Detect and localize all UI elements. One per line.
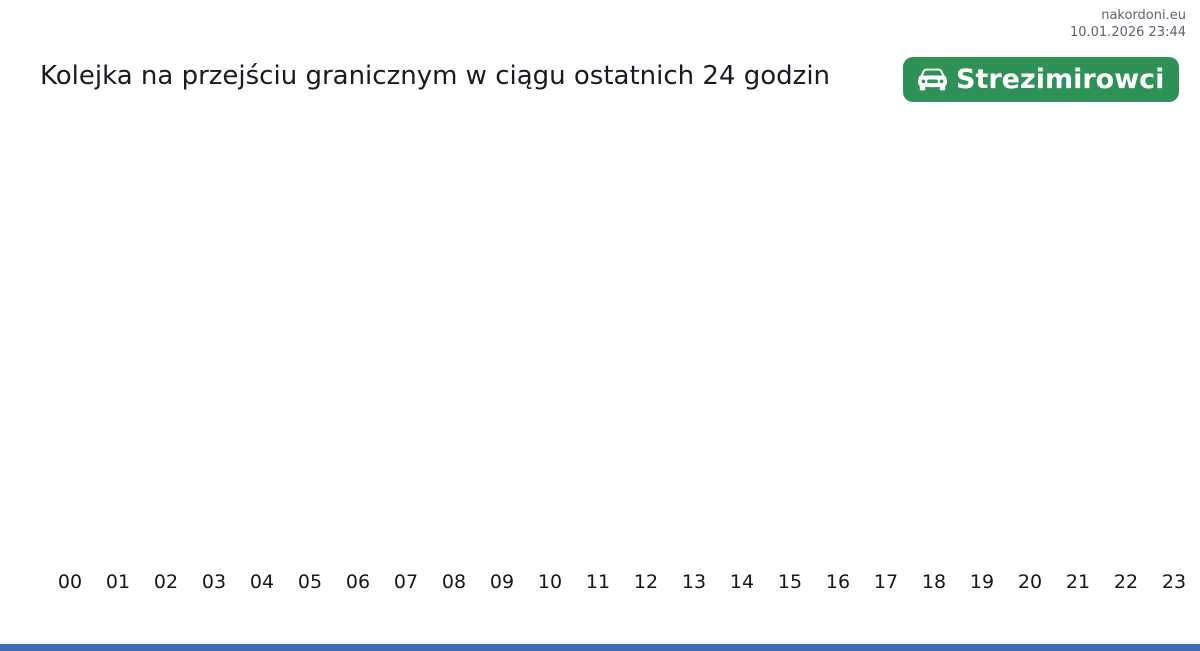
x-tick-label: 23	[1161, 571, 1187, 593]
x-tick-label: 18	[921, 571, 947, 593]
x-tick-label: 05	[297, 571, 323, 593]
x-tick-label: 07	[393, 571, 419, 593]
x-tick-label: 08	[441, 571, 467, 593]
x-tick-label: 09	[489, 571, 515, 593]
source-site: nakordoni.eu	[1101, 8, 1186, 23]
crossing-badge-label: Strezimirowci	[956, 64, 1165, 95]
x-tick-label: 01	[105, 571, 131, 593]
x-tick-label: 19	[969, 571, 995, 593]
x-tick-label: 11	[585, 571, 611, 593]
x-tick-label: 13	[681, 571, 707, 593]
car-front-icon	[918, 65, 947, 94]
x-tick-label: 03	[201, 571, 227, 593]
x-tick-label: 16	[825, 571, 851, 593]
x-tick-label: 04	[249, 571, 275, 593]
x-axis-tick-labels: 00 01 02 03 04 05 06 07 08 09 10 11 12 13 14 15 16 17 18 19…	[46, 571, 1198, 593]
x-tick-label: 14	[729, 571, 755, 593]
generated-timestamp: 10.01.2026 23:44	[1069, 25, 1186, 40]
plot-area	[0, 110, 1200, 644]
x-tick-label: 06	[345, 571, 371, 593]
x-tick-label: 12	[633, 571, 659, 593]
queue-series-zero-line	[0, 644, 1200, 651]
crossing-badge-button[interactable]: Strezimirowci	[903, 57, 1180, 102]
x-tick-label: 15	[777, 571, 803, 593]
chart-meta: nakordoni.eu 10.01.2026 23:44	[1070, 7, 1186, 41]
chart-title: Kolejka na przejściu granicznym w ciągu …	[40, 61, 831, 91]
x-tick-label: 20	[1017, 571, 1043, 593]
x-tick-label: 17	[873, 571, 899, 593]
x-tick-label: 10	[537, 571, 563, 593]
x-tick-label: 02	[153, 571, 179, 593]
x-tick-label: 21	[1065, 571, 1091, 593]
x-tick-label: 22	[1113, 571, 1139, 593]
x-tick-label: 00	[57, 571, 83, 593]
